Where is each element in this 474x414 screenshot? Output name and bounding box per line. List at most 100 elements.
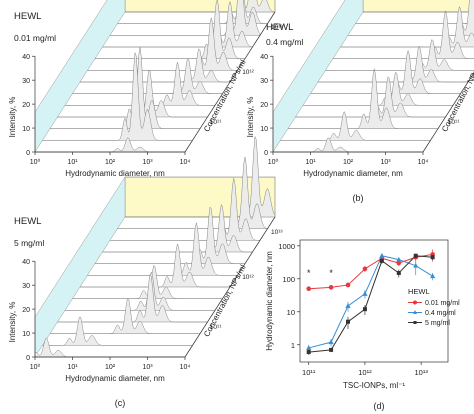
x-tick-label: 10¹²: [358, 368, 372, 377]
data-point: [413, 253, 418, 258]
concentration-tick-label: 10¹¹: [210, 324, 222, 331]
intensity-tick-label: 0: [26, 355, 30, 362]
intensity-tick-label: 30: [260, 78, 268, 85]
data-point: [362, 307, 367, 312]
intensity-tick-label: 10: [22, 126, 30, 133]
intensity-tick-label: 0: [26, 150, 30, 157]
concentration-tick-label: 10¹¹: [210, 119, 222, 126]
intensity-tick-label: 30: [22, 78, 30, 85]
diameter-tick-label: 10⁴: [180, 364, 191, 371]
size-distribution-trace: [87, 222, 238, 276]
series-1: [306, 252, 436, 353]
scatter-panel: [297, 239, 449, 365]
data-point: [362, 291, 368, 296]
data-point: [396, 256, 402, 262]
concentration-tick-label: 10¹²: [242, 274, 254, 281]
diameter-tick-label: 10²: [105, 364, 116, 371]
intensity-tick-label: 40: [22, 54, 30, 61]
size-distribution-trace: [280, 111, 431, 141]
data-point: [413, 262, 419, 268]
size-distribution-trace: [80, 48, 230, 83]
diameter-axis-label: Hydrodynamic diameter, nm: [303, 169, 403, 178]
sample-concentration: 5 mg/ml: [14, 238, 44, 248]
series-2: [306, 253, 435, 355]
plot-frame: [299, 239, 449, 363]
intensity-tick-label: 30: [22, 283, 30, 290]
intensity-axis-label: Intensity, %: [246, 97, 255, 138]
size-distribution-trace: [49, 297, 201, 334]
data-point: [396, 260, 402, 266]
size-distribution-trace: [125, 0, 276, 13]
size-distribution-trace: [57, 274, 208, 323]
data-point: [430, 255, 435, 260]
size-distribution-trace: [325, 39, 474, 71]
waterfall-panel-1: [32, 0, 276, 155]
data-point: [345, 303, 351, 308]
diameter-axis: [34, 151, 186, 155]
x-tick-label: 10¹³: [414, 368, 428, 377]
legend-label: 5 mg/ml: [425, 320, 450, 327]
data-point: [396, 270, 401, 275]
intensity-tick-label: 10: [22, 331, 30, 338]
diameter-tick-label: 10¹: [67, 364, 78, 371]
size-distribution-trace: [102, 0, 253, 48]
data-point: [345, 282, 351, 288]
intensity-axis: [32, 55, 36, 153]
size-distribution-trace: [109, 0, 261, 36]
sample-name: HEWL: [14, 11, 41, 22]
diameter-axis-label: Hydrodynamic diameter, nm: [65, 374, 165, 383]
legend-label: 0.01 mg/ml: [425, 300, 460, 307]
size-distribution-trace: [42, 52, 193, 141]
sample-name: HEWL: [14, 216, 41, 227]
diameter-tick-label: 10¹: [305, 159, 316, 166]
size-distribution-trace: [363, 11, 474, 13]
intensity-tick-label: 10: [260, 126, 268, 133]
intensity-axis: [270, 55, 274, 153]
waterfall-panel-2: [270, 0, 474, 155]
legend-marker: [413, 310, 417, 314]
back-wall: [362, 0, 474, 13]
intensity-tick-label: 40: [260, 54, 268, 61]
intensity-tick-label: 20: [22, 307, 30, 314]
data-point: [306, 286, 312, 292]
panel-label: (c): [115, 398, 126, 408]
intensity-axis-label: Intensity, %: [8, 97, 17, 138]
size-distribution-trace: [117, 156, 268, 229]
size-distribution-trace: [94, 0, 246, 59]
concentration-tick-label: 10¹²: [242, 69, 254, 76]
intensity-tick-label: 20: [22, 102, 30, 109]
size-distribution-trace: [302, 71, 454, 106]
legend-title: HEWL: [408, 287, 430, 296]
size-distribution-trace: [42, 316, 193, 346]
size-distribution-trace: [87, 17, 238, 71]
data-point: [379, 258, 384, 263]
diameter-tick-label: 10⁴: [418, 159, 429, 166]
diameter-tick-label: 10⁰: [268, 158, 279, 166]
data-point: [328, 285, 334, 290]
waterfall-panel-3: [32, 136, 276, 360]
size-distribution-trace: [125, 136, 276, 218]
data-point: [329, 347, 334, 352]
sample-concentration: 0.01 mg/ml: [14, 33, 56, 43]
legend-label: 0.4 mg/ml: [425, 310, 456, 317]
concentration-axis: [422, 72, 474, 153]
concentration-axis: [184, 216, 276, 358]
series-line: [308, 255, 433, 353]
diameter-tick-label: 10⁰: [30, 158, 41, 166]
y-tick-label: 1: [291, 341, 295, 350]
diameter-tick-label: 10²: [343, 159, 354, 166]
significance-mark: *: [307, 268, 311, 278]
data-point: [346, 319, 351, 324]
diameter-axis-label: Hydrodynamic diameter, nm: [65, 169, 165, 178]
data-point: [328, 339, 334, 345]
significance-mark: *: [329, 268, 333, 278]
size-distribution-trace: [340, 6, 474, 48]
y-axis-label: Hydrodynamic diameter, nm: [265, 251, 274, 351]
x-tick-label: 10¹¹: [302, 368, 316, 377]
concentration-tick-label: 10¹³: [271, 229, 283, 236]
concentration-tick-label: 10¹¹: [448, 119, 460, 126]
intensity-tick-label: 40: [22, 259, 30, 266]
data-point: [306, 350, 311, 355]
diameter-tick-label: 10¹: [67, 159, 78, 166]
